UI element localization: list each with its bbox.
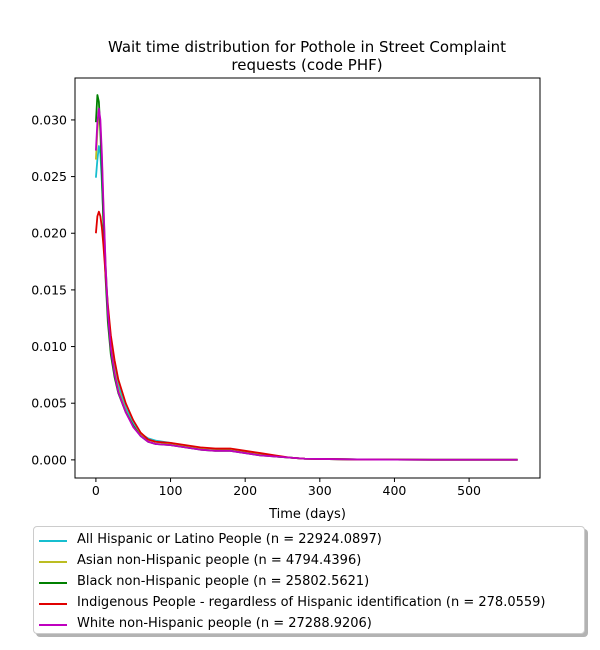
legend-swatch [39,624,67,626]
legend-item: All Hispanic or Latino People (n = 22924… [34,531,584,551]
series-layer [95,94,518,461]
legend-label: Black non-Hispanic people (n = 25802.562… [77,574,370,589]
legend-swatch [39,582,67,584]
y-tick-label: 0.020 [31,226,67,241]
legend-swatch [39,540,67,542]
series-line-1 [95,113,518,461]
legend-item: White non-Hispanic people (n = 27288.920… [34,615,584,635]
y-tick-label: 0.000 [31,452,67,467]
y-tick-label: 0.025 [31,169,67,184]
x-tick-label: 100 [159,483,183,498]
legend-label: Asian non-Hispanic people (n = 4794.4396… [77,553,362,568]
legend-swatch [39,603,67,605]
y-tick-label: 0.015 [31,282,67,297]
series-line-3 [95,210,518,461]
legend-swatch [39,561,67,563]
legend: All Hispanic or Latino People (n = 22924… [33,526,585,634]
x-tick-label: 300 [308,483,332,498]
x-axis-label: Time (days) [268,507,346,522]
legend-label: Indigenous People - regardless of Hispan… [77,595,546,610]
legend-label: White non-Hispanic people (n = 27288.920… [77,616,372,631]
chart-title-line-2: requests (code PHF) [231,56,383,74]
legend-label: All Hispanic or Latino People (n = 22924… [77,532,382,547]
series-line-2 [95,94,518,461]
legend-item: Black non-Hispanic people (n = 25802.562… [34,573,584,593]
x-axis: 0 100 200 300 400 500 [92,478,481,498]
plot-frame [74,77,541,479]
x-tick-label: 0 [92,483,100,498]
y-tick-label: 0.010 [31,339,67,354]
series-line-4 [95,107,518,461]
x-tick-label: 500 [457,483,481,498]
legend-item: Indigenous People - regardless of Hispan… [34,594,584,614]
y-axis: 0.000 0.005 0.010 0.015 0.020 0.025 0.030 [31,112,75,467]
y-tick-label: 0.030 [31,112,67,127]
x-tick-label: 200 [233,483,257,498]
legend-item: Asian non-Hispanic people (n = 4794.4396… [34,552,584,572]
series-line-0 [95,145,518,461]
chart-title-line-1: Wait time distribution for Pothole in St… [107,38,507,56]
x-tick-label: 400 [383,483,407,498]
y-tick-label: 0.005 [31,396,67,411]
